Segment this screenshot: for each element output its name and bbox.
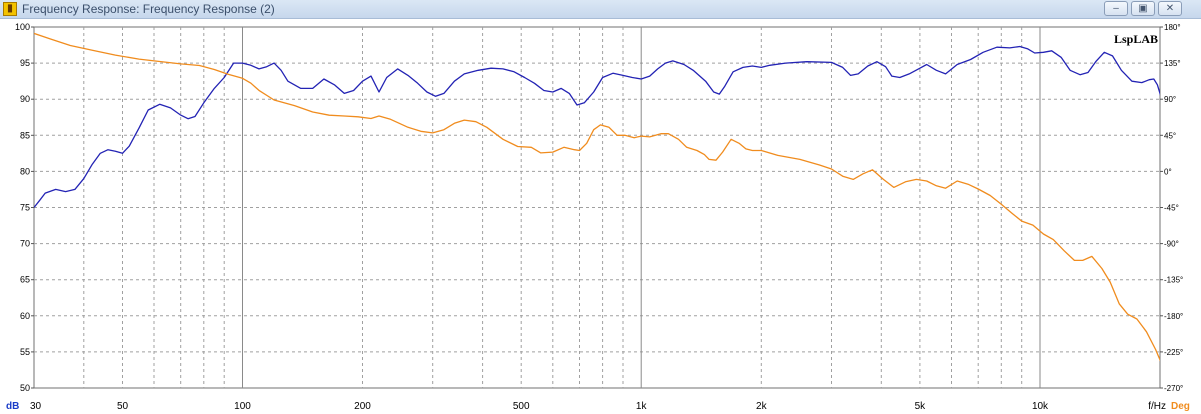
- y-tick-label-left: 75: [20, 203, 30, 213]
- y-tick-label-right: -45°: [1164, 204, 1179, 213]
- y-axis-right-ticks: 180° 135° 90° 45° 0° -45° -90° -135° -180° -225° -…: [1160, 23, 1183, 393]
- x-tick-label: 30: [30, 401, 42, 412]
- x-axis-ticks: 30 50 100 200 500 1k 2k 5k 10k: [30, 401, 1049, 412]
- series-line-magnitude: [34, 45, 1160, 208]
- series-group: [34, 32, 1160, 362]
- y-tick-label-right: 135°: [1164, 59, 1181, 68]
- y-axis-left-label: dB: [6, 401, 19, 412]
- y-axis-right-label: Deg: [1171, 401, 1190, 412]
- y-tick-label-left: 85: [20, 130, 30, 140]
- y-tick-label-right: 0°: [1164, 167, 1172, 176]
- y-tick-label-left: 80: [20, 166, 30, 176]
- y-tick-label-right: 45°: [1164, 131, 1176, 140]
- x-tick-label: 10k: [1032, 401, 1049, 412]
- y-tick-label-right: -135°: [1164, 276, 1183, 285]
- y-tick-label-left: 50: [20, 383, 30, 393]
- y-tick-label-left: 90: [20, 94, 30, 104]
- lsplab-watermark: LspLAB: [1114, 32, 1158, 46]
- y-tick-label-right: -270°: [1164, 384, 1183, 393]
- window-title: Frequency Response: Frequency Response (…: [22, 2, 275, 16]
- y-tick-label-right: -225°: [1164, 348, 1183, 357]
- y-tick-label-left: 60: [20, 311, 30, 321]
- x-tick-label: 100: [234, 401, 251, 412]
- y-tick-label-left: 70: [20, 239, 30, 249]
- window-titlebar[interactable]: ▮ Frequency Response: Frequency Response…: [0, 0, 1201, 19]
- y-tick-label-left: 95: [20, 58, 30, 68]
- y-axis-left-ticks: 100 95 90 85 80 75 70 65 60 55 50: [15, 22, 34, 393]
- app-icon: ▮: [3, 2, 17, 16]
- x-tick-label: 5k: [915, 401, 927, 412]
- y-tick-label-left: 65: [20, 275, 30, 285]
- y-tick-label-right: -180°: [1164, 312, 1183, 321]
- grid-minor: [34, 27, 1160, 388]
- minimize-button[interactable]: –: [1104, 1, 1128, 16]
- x-tick-label: 1k: [636, 401, 648, 412]
- grid-major: [242, 27, 1041, 388]
- series-line-phase: [34, 32, 1160, 362]
- x-tick-label: 500: [513, 401, 530, 412]
- y-tick-label-left: 55: [20, 347, 30, 357]
- y-tick-label-right: 90°: [1164, 95, 1176, 104]
- y-tick-label-right: 180°: [1164, 23, 1181, 32]
- y-tick-label-right: -90°: [1164, 240, 1179, 249]
- x-axis-label: f/Hz: [1148, 401, 1166, 412]
- x-tick-label: 50: [117, 401, 129, 412]
- close-button[interactable]: ✕: [1158, 1, 1182, 16]
- x-tick-label: 200: [354, 401, 371, 412]
- restore-button[interactable]: ▣: [1131, 1, 1155, 16]
- y-tick-label-left: 100: [15, 22, 30, 32]
- x-tick-label: 2k: [756, 401, 768, 412]
